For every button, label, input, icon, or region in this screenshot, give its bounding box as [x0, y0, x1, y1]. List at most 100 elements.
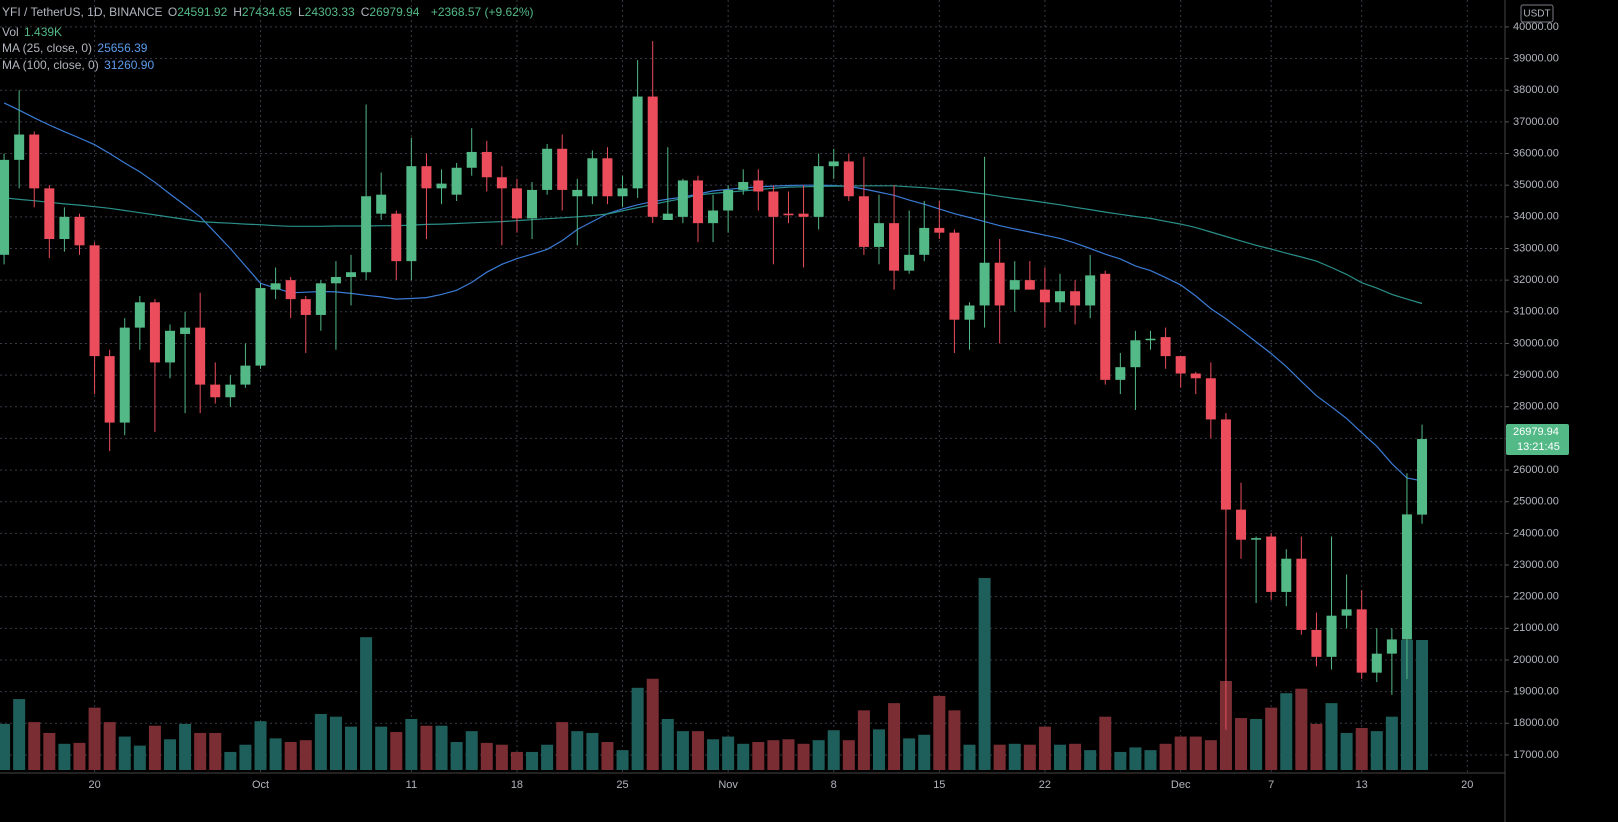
volume-bar: [239, 744, 252, 770]
volume-bar: [797, 743, 810, 770]
candle-body: [59, 216, 70, 239]
ma-name: MA (25, close, 0): [2, 41, 93, 55]
volume-bar: [571, 731, 584, 770]
candle-body: [240, 365, 251, 385]
volume-bar: [148, 725, 161, 770]
countdown-label: 13:21:45: [1517, 441, 1560, 453]
volume-bar: [1235, 718, 1248, 770]
candle-body: [104, 356, 115, 423]
candle-body: [1401, 514, 1412, 640]
candle-body: [149, 302, 160, 363]
volume-bar: [284, 741, 297, 770]
candle-body: [180, 327, 191, 334]
y-tick-label: 37000.00: [1513, 116, 1559, 128]
candle-body: [828, 161, 839, 167]
x-tick-label: 15: [933, 779, 945, 791]
volume-bar: [737, 743, 750, 770]
candle-body: [1130, 340, 1141, 368]
volume-bar: [495, 744, 508, 770]
volume-bar: [752, 741, 765, 770]
volume-bar: [1084, 750, 1097, 770]
candle-body: [813, 166, 824, 217]
y-tick-label: 19000.00: [1513, 686, 1559, 698]
volume-bar: [933, 695, 946, 770]
ohlc-key: C: [360, 5, 370, 19]
y-tick-label: 40000.00: [1513, 21, 1559, 33]
candle-body: [0, 159, 10, 255]
volume-bar: [510, 751, 523, 770]
legend-ma100: MA (100, close, 0) 31260.90: [2, 57, 156, 73]
volume-bar: [13, 699, 26, 770]
volume-bar: [691, 731, 704, 770]
candle-body: [919, 227, 930, 255]
candle-body: [1251, 538, 1262, 540]
y-tick-label: 29000.00: [1513, 369, 1559, 381]
volume-bar: [435, 725, 448, 770]
volume-bar: [857, 710, 870, 770]
volume-bar: [254, 721, 267, 770]
volume-bar: [767, 740, 780, 770]
y-tick-label: 22000.00: [1513, 591, 1559, 603]
ma-line: [3, 102, 1423, 482]
candle-body: [798, 213, 809, 217]
volume-bar: [345, 726, 358, 770]
y-tick-label: 39000.00: [1513, 52, 1559, 64]
x-tick-label: 11: [406, 779, 417, 791]
candle-body: [14, 134, 25, 160]
volume-bar: [58, 743, 71, 770]
candle-body: [1296, 558, 1307, 630]
candle-body: [602, 158, 613, 197]
volume-bar: [948, 710, 961, 770]
volume-bar: [1400, 639, 1413, 770]
volume-bar: [1385, 716, 1398, 770]
volume-bar: [541, 744, 554, 770]
symbol: YFI / TetherUS, 1D, BINANCE: [2, 5, 163, 19]
volume-bar: [1174, 736, 1187, 770]
volume-bar: [179, 723, 192, 770]
volume-bar: [722, 736, 735, 770]
volume-bar: [827, 730, 840, 770]
volume-bar: [88, 707, 101, 770]
candle-body: [1070, 291, 1081, 306]
y-tick-label: 17000.00: [1513, 749, 1559, 761]
vol-label: Vol: [2, 25, 19, 39]
y-tick-label: 21000.00: [1513, 622, 1559, 634]
price-tag-label: 26979.94: [1513, 426, 1559, 438]
candle-body: [134, 302, 145, 328]
price-tag: [1506, 424, 1569, 456]
ohlc-value: 24591.92: [177, 5, 228, 19]
candle-body: [843, 161, 854, 197]
currency-box[interactable]: [1520, 4, 1554, 23]
y-tick-label: 25000.00: [1513, 496, 1559, 508]
candle-body: [994, 262, 1005, 306]
volume-bar: [812, 740, 825, 770]
candle-body: [904, 254, 915, 271]
candle-body: [873, 223, 884, 247]
candle-body: [527, 189, 538, 219]
volume-bar: [978, 578, 991, 770]
currency-label[interactable]: USDT: [1523, 9, 1550, 20]
candle-body: [44, 188, 55, 239]
candle-body: [1115, 367, 1126, 380]
y-tick-label: 24000.00: [1513, 527, 1559, 539]
candle-body: [1311, 629, 1322, 657]
candle-body: [330, 276, 341, 284]
candle-body: [74, 216, 85, 246]
y-tick-label: 35000.00: [1513, 179, 1559, 191]
x-tick-label: 7: [1268, 779, 1274, 791]
volume-bar: [1069, 743, 1082, 770]
volume-bar: [1189, 736, 1202, 770]
candle-body: [632, 96, 643, 189]
ma-value: 25656.39: [97, 41, 148, 55]
x-tick-label: Nov: [718, 779, 738, 791]
volume-bar: [1250, 718, 1263, 770]
x-tick-label: 20: [1461, 779, 1473, 791]
candle-body: [1341, 609, 1352, 616]
volume-bar: [329, 716, 342, 770]
volume-bar: [631, 687, 644, 770]
y-tick-label: 36000.00: [1513, 147, 1559, 159]
candle-body: [1100, 273, 1111, 380]
volume-bar: [1114, 751, 1127, 770]
candle-body: [436, 183, 447, 189]
candle-body: [1085, 275, 1096, 306]
